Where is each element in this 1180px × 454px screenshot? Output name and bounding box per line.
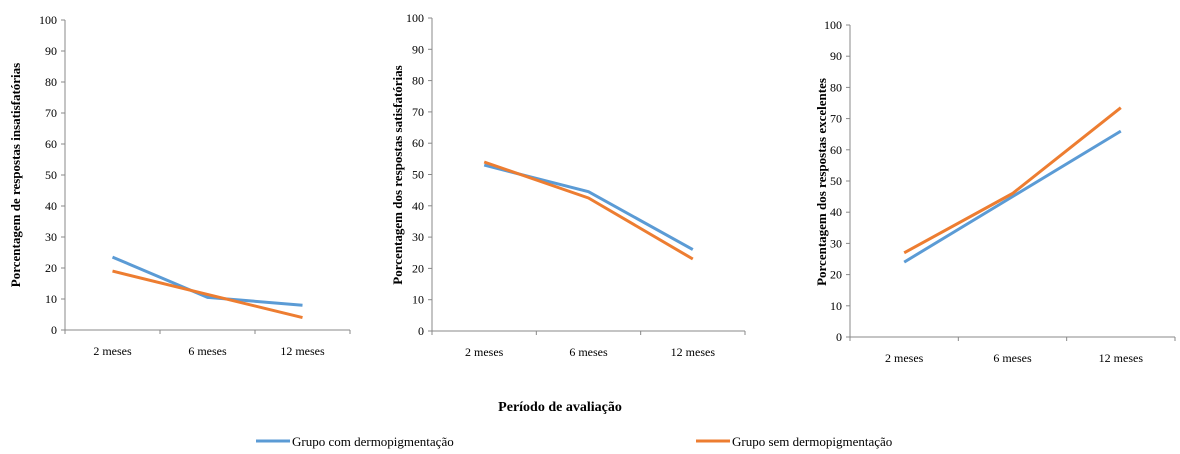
x-tick-label: 2 meses — [93, 344, 132, 358]
chart-panel-3: 0 10 20 30 40 50 60 70 80 90 100 2 meses 6 meses 12 m… — [814, 18, 1176, 365]
y-tick-label: 30 — [830, 236, 842, 250]
y-tick-label: 30 — [412, 230, 424, 244]
x-tick-label: 6 meses — [569, 345, 608, 359]
y-tick-label: 100 — [824, 18, 842, 32]
y-tick-label: 70 — [412, 105, 424, 119]
chart-panel-2: 0 10 20 30 40 50 60 70 80 90 100 2 meses 6 meses 12 m… — [390, 11, 746, 359]
y-tick-label: 0 — [836, 330, 842, 344]
y-tick-label: 0 — [418, 324, 424, 338]
y-tick-label: 20 — [412, 261, 424, 275]
series-line-com — [483, 163, 694, 251]
x-tick-label: 6 meses — [188, 344, 227, 358]
y-tick-label: 90 — [45, 44, 57, 58]
y-tick-label: 20 — [830, 268, 842, 282]
y-tick-label: 80 — [45, 75, 57, 89]
y-tick-label: 20 — [45, 261, 57, 275]
legend: Grupo com dermopigmentação Grupo sem der… — [256, 434, 892, 449]
x-tick-label: 12 meses — [1099, 351, 1144, 365]
y-tick-label: 90 — [412, 42, 424, 56]
y-axis-title: Porcentagem dos respostas satisfatórias — [390, 65, 405, 284]
y-tick-label: 60 — [45, 137, 57, 151]
y-tick-label: 40 — [412, 199, 424, 213]
y-tick-label: 10 — [412, 293, 424, 307]
y-tick-label: 50 — [412, 168, 424, 182]
y-tick-label: 80 — [412, 74, 424, 88]
x-tick-label: 2 meses — [885, 351, 924, 365]
y-tick-label: 30 — [45, 230, 57, 244]
series-line-sem — [903, 106, 1122, 255]
y-tick-label: 70 — [830, 112, 842, 126]
y-tick-label: 60 — [412, 136, 424, 150]
y-tick-label: 10 — [45, 292, 57, 306]
y-tick-label: 100 — [406, 11, 424, 25]
legend-label-com: Grupo com dermopigmentação — [292, 434, 454, 449]
y-tick-label: 60 — [830, 143, 842, 157]
y-tick-label: 100 — [39, 13, 57, 27]
legend-label-sem: Grupo sem dermopigmentação — [732, 434, 892, 449]
y-tick-label: 10 — [830, 299, 842, 313]
y-tick-label: 80 — [830, 80, 842, 94]
x-axis-title: Período de avaliação — [498, 400, 622, 415]
series-line-com — [903, 129, 1122, 264]
chart-panel-1: 0 10 20 30 40 50 60 70 80 90 100 2 meses 6 meses 12 m… — [8, 13, 351, 358]
y-tick-label: 40 — [830, 205, 842, 219]
y-tick-label: 0 — [51, 323, 57, 337]
y-axis-title: Porcentagem dos respostas excelentes — [814, 78, 829, 286]
series-line-sem — [112, 269, 303, 320]
x-tick-label: 12 meses — [671, 345, 716, 359]
y-tick-label: 40 — [45, 199, 57, 213]
y-axis-title: Porcentagem de respostas insatisfatórias — [8, 63, 23, 287]
y-tick-label: 90 — [830, 49, 842, 63]
series-line-sem — [483, 160, 694, 261]
x-tick-label: 2 meses — [465, 345, 504, 359]
x-tick-label: 6 meses — [993, 351, 1032, 365]
y-tick-label: 70 — [45, 106, 57, 120]
y-tick-label: 50 — [830, 174, 842, 188]
series-line-com — [111, 255, 303, 307]
x-tick-label: 12 meses — [280, 344, 325, 358]
y-tick-label: 50 — [45, 168, 57, 182]
